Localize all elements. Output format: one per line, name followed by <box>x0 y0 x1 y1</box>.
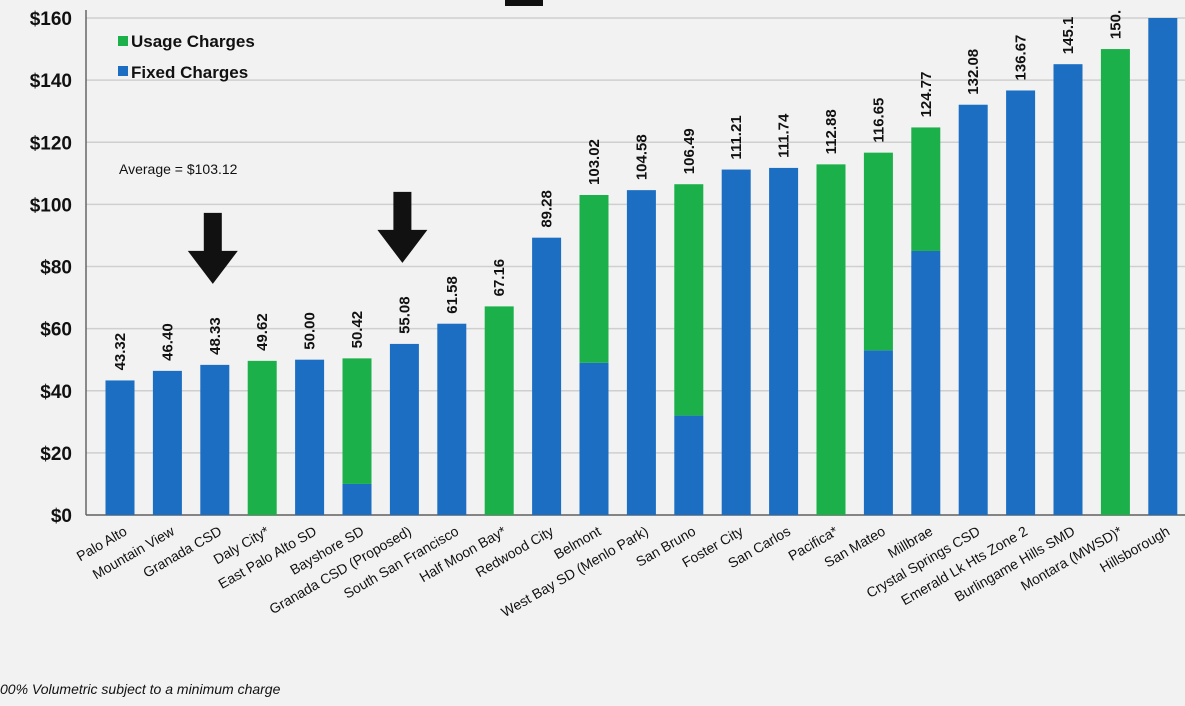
value-label: 89.28 <box>539 190 556 228</box>
value-label: 106.49 <box>681 128 698 174</box>
bar-fixed-charges <box>769 167 799 515</box>
bar-fixed-charges <box>389 343 419 515</box>
value-label: 55.08 <box>396 296 413 334</box>
arrow-down-icon <box>187 212 238 284</box>
bar-fixed-charges <box>863 350 893 515</box>
value-label: 111.21 <box>728 115 745 159</box>
legend-box-clipped <box>505 0 543 6</box>
value-label: 111.74 <box>776 113 793 158</box>
value-label: 50.00 <box>302 312 319 350</box>
arrow-down-icon <box>377 191 428 263</box>
bar-fixed-charges <box>626 190 656 515</box>
bar-usage-charges <box>911 127 941 251</box>
y-tick-label: $0 <box>51 506 72 527</box>
bar-fixed-charges <box>1006 90 1036 515</box>
bar-usage-charges <box>342 358 372 484</box>
value-label: 61.58 <box>444 276 461 314</box>
average-annotation: Average = $103.12 <box>119 161 238 177</box>
y-tick-label: $60 <box>40 320 72 341</box>
legend-label-fixed: Fixed Charges <box>131 63 248 82</box>
bar-fixed-charges <box>532 237 562 515</box>
value-label: 43.32 <box>112 333 129 371</box>
bar-fixed-charges <box>437 323 467 515</box>
legend-swatch-usage <box>118 36 128 46</box>
bar-fixed-charges <box>674 415 704 515</box>
y-tick-label: $20 <box>40 444 72 465</box>
value-label: 150. <box>1107 10 1124 39</box>
bar-fixed-charges <box>1053 64 1083 515</box>
bar-fixed-charges <box>342 483 372 515</box>
bar-fixed-charges <box>911 250 941 515</box>
value-label: 132.08 <box>965 49 982 95</box>
y-tick-label: $160 <box>30 9 72 30</box>
y-tick-label: $140 <box>30 71 72 92</box>
bar-usage-charges <box>674 184 704 416</box>
bar-usage-charges <box>1100 49 1130 515</box>
value-label: 124.77 <box>918 72 935 118</box>
bar-fixed-charges <box>152 370 182 515</box>
y-tick-label: $40 <box>40 382 72 403</box>
bar-usage-charges <box>579 194 609 363</box>
bar-usage-charges <box>863 152 893 351</box>
value-label: 145.1 <box>1060 17 1077 55</box>
y-tick-label: $80 <box>40 258 72 279</box>
value-label: 49.62 <box>254 313 271 351</box>
bar-fixed-charges <box>721 169 751 515</box>
value-label: 50.42 <box>349 311 366 349</box>
bar-usage-charges <box>247 360 277 515</box>
value-label: 136.67 <box>1013 35 1030 81</box>
y-tick-label: $100 <box>30 195 72 216</box>
bar-usage-charges <box>484 306 514 515</box>
legend-swatch-fixed <box>118 66 128 76</box>
legend-label-usage: Usage Charges <box>131 32 255 51</box>
bar-fixed-charges <box>579 362 609 515</box>
value-label: 112.88 <box>823 109 840 154</box>
value-label: 103.02 <box>586 139 603 185</box>
bar-fixed-charges <box>295 359 325 515</box>
value-label: 48.33 <box>207 317 224 355</box>
value-label: 46.40 <box>159 323 176 361</box>
y-tick-label: $120 <box>30 133 72 154</box>
value-label: 116.65 <box>870 98 887 143</box>
value-label: 104.58 <box>633 134 650 180</box>
value-label: 67.16 <box>491 259 508 297</box>
bar-fixed-charges <box>105 380 135 515</box>
footnote: 00% Volumetric subject to a minimum char… <box>0 681 281 697</box>
bar-fixed-charges <box>958 104 988 515</box>
bar-fixed-charges <box>1148 18 1178 515</box>
bar-usage-charges <box>816 164 846 515</box>
bar-fixed-charges <box>200 364 230 515</box>
